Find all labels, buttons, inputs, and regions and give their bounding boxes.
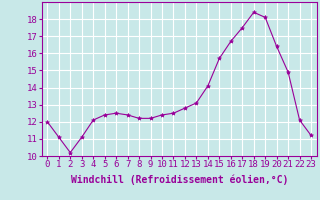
X-axis label: Windchill (Refroidissement éolien,°C): Windchill (Refroidissement éolien,°C) bbox=[70, 175, 288, 185]
